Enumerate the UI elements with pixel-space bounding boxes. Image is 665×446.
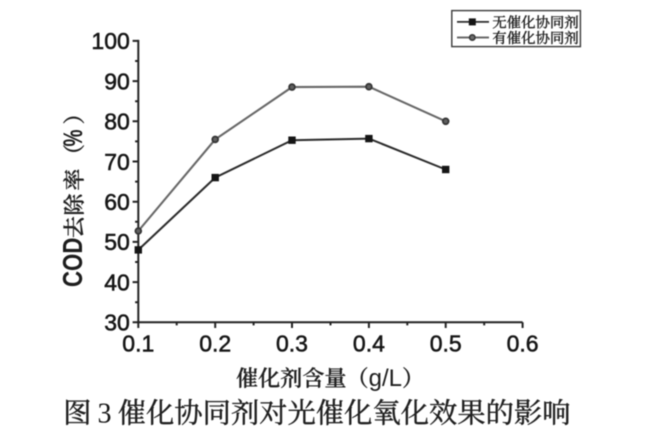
svg-text:70: 70 [104, 149, 130, 175]
svg-text:90: 90 [104, 68, 130, 94]
svg-text:3: 3 [98, 399, 112, 430]
svg-text:60: 60 [104, 189, 130, 215]
svg-text:0.1: 0.1 [122, 331, 154, 357]
svg-text:0.2: 0.2 [199, 331, 231, 357]
svg-text:40: 40 [104, 269, 130, 295]
svg-text:0.6: 0.6 [507, 331, 539, 357]
svg-text:g/L: g/L [369, 365, 402, 392]
svg-text:50: 50 [104, 229, 130, 255]
svg-text:0.4: 0.4 [353, 331, 385, 357]
svg-text:100: 100 [91, 28, 129, 54]
svg-text:0.5: 0.5 [430, 331, 462, 357]
svg-text:30: 30 [104, 310, 130, 336]
svg-text:%: % [58, 130, 88, 147]
svg-text:80: 80 [104, 109, 130, 135]
svg-text:0.3: 0.3 [276, 331, 308, 357]
svg-text:COD: COD [57, 238, 88, 287]
